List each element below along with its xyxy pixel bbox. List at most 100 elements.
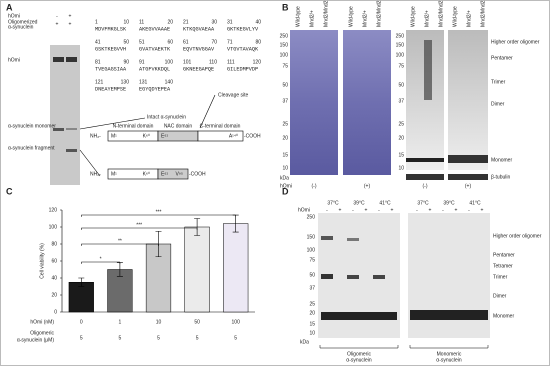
lane-label: Mnd2/Mnd2 [438,0,444,27]
domain-box [197,130,244,142]
kda-marker: 15 [309,321,315,327]
band [448,174,488,180]
error-bar [78,277,85,287]
residue-number: 91 [139,59,145,65]
band [53,128,64,131]
significance-bracket [81,243,159,246]
band [321,236,333,240]
domain-box [157,168,189,180]
band [321,274,333,279]
hOmi-sign: - [352,207,354,213]
gel-title: α-synuclein [346,357,372,363]
residue-number: 120 [253,59,262,65]
band [410,310,488,320]
x-tick-label: 100 [232,319,241,325]
hOmi-sign: + [339,207,342,213]
legend-label: α-synuclein [8,24,34,30]
residue-number: 71 [227,39,233,45]
residue-number: 81 [95,59,101,65]
band [66,128,77,130]
y-axis-label: Cell viability (%) [39,243,45,279]
temperature: 41°C [379,200,391,206]
kda-label: kDa [300,339,309,345]
pointer [79,117,146,130]
hOmi-sign: - [378,207,380,213]
kda-marker: 25 [398,121,404,127]
kda-marker: 37 [309,285,315,291]
kda-marker: 75 [398,63,404,69]
residue-number: 30 [211,19,217,25]
sequence: TVEGAGSIAA [95,66,127,72]
sequence: GVATVAEKTK [139,46,171,52]
sequence: DNEAYEMPSE [95,86,126,92]
kda-marker: 50 [398,82,404,88]
kda-marker: 37 [282,98,288,104]
band-label: Monomer [493,313,514,319]
kda-marker: 250 [307,214,316,220]
kda-marker: 20 [398,135,404,141]
residue: A¹⁴⁰ [229,133,238,139]
kda-marker: 15 [282,152,288,158]
condition: (+) [364,183,371,189]
hOmi-sign: - [326,207,328,213]
legend-sign: - [56,13,58,19]
kda-marker: 10 [282,165,288,171]
condition: (+) [465,183,472,189]
residue-number: 41 [95,39,101,45]
gel-title: Oligomeric [347,351,371,357]
x-tick-label: 1 [119,319,122,325]
bracket [319,345,489,349]
kda-marker: 25 [309,301,315,307]
sequence: EGYQDYEPEA [139,86,171,92]
residue: M¹ [111,133,117,139]
panel-label: C [6,186,13,196]
terminus: NH₂- [90,133,101,139]
temperature: 37°C [327,200,339,206]
pointer [79,149,101,177]
x-row-label: hOmi (nM) [30,319,54,325]
band-label: Tetramer [493,263,513,269]
panel-label: B [282,2,289,12]
kda-marker: 75 [309,257,315,263]
kda-label: kDa [280,175,289,181]
residue-number: 70 [211,39,217,45]
residue: M¹ [111,171,117,177]
band-label: Dimer [491,101,505,107]
lane-label: Mnd2/Mnd2 [376,0,382,27]
x-tick-label: 0 [80,319,83,325]
significance: *** [136,222,142,228]
kda-marker: 10 [398,165,404,171]
band [406,174,444,180]
band [373,275,385,279]
residue-number: 121 [95,79,104,85]
x-tick-label: 5 [80,335,83,341]
x-row-label: α-synuclein (μM) [17,337,55,343]
sequence: KTKQGVAEAA [183,26,215,32]
residue-number: 20 [167,19,173,25]
lane-label: Wild-type [348,6,354,27]
gel-label: α-synuclein monomer [8,123,56,129]
band [321,312,397,320]
residue-number: 21 [183,19,189,25]
residue-number: 111 [227,59,235,65]
residue-number: 61 [183,39,189,45]
panel-label: D [282,186,289,196]
band-label: Trimer [493,274,508,280]
hOmi-sign: - [416,207,418,213]
row-label: hOmi [280,183,292,189]
temperature: 37°C [417,200,429,206]
gel [343,30,391,175]
sequence: ATGFVKKDQL [139,66,170,72]
kda-marker: 150 [396,42,405,48]
band [406,158,444,162]
x-tick-label: 10 [156,319,162,325]
y-tick-label: 120 [49,207,58,213]
temperature: 41°C [469,200,481,206]
residue: E⁶¹ [161,133,168,139]
gel-title: α-synuclein [436,357,462,363]
lane-label: Mnd2/+ [466,10,472,27]
annotation: Cleavage site [218,92,249,98]
residue: K⁶⁰ [143,133,150,139]
sequence: GILEDMPVDP [227,66,258,72]
row-label: hOmi [298,207,310,213]
